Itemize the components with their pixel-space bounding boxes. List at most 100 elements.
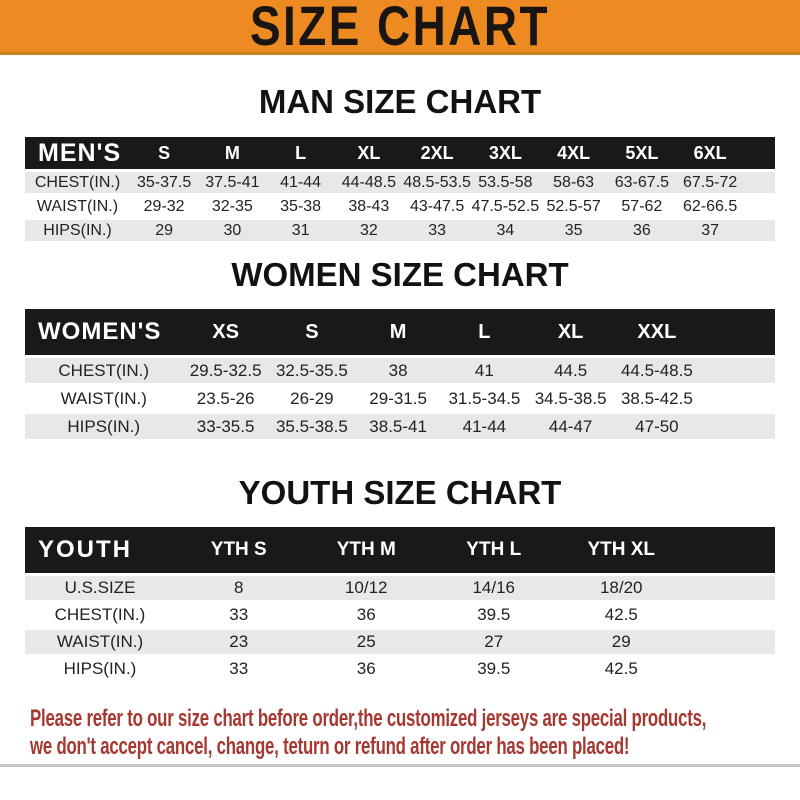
table-row: CHEST(IN.) 35-37.5 37.5-41 41-44 44-48.5 48.5…	[25, 169, 775, 193]
cell-value: 23	[175, 627, 303, 654]
cell-value: 33	[175, 600, 303, 627]
youth-group-label: YOUTH	[25, 527, 175, 573]
table-row: HIPS(IN.) 29 30 31 32 33 34 35 36 37	[25, 217, 775, 241]
cell-value: 32-35	[198, 193, 267, 217]
header-spacer	[700, 309, 775, 355]
cell-value: 36	[302, 654, 430, 681]
column-header: L	[266, 137, 335, 169]
column-header: 5XL	[607, 137, 676, 169]
cell-value: 47-50	[613, 411, 700, 439]
cell-value: 32	[334, 217, 403, 241]
cell-value: 36	[302, 600, 430, 627]
column-header: S	[130, 137, 199, 169]
column-header: YTH S	[175, 527, 303, 573]
men-header-row: MEN'S S M L XL 2XL 3XL 4XL 5XL 6XL	[25, 137, 775, 169]
cell-value: 33	[403, 217, 472, 241]
row-label: WAIST(IN.)	[25, 383, 183, 411]
cell-value: 8	[175, 573, 303, 600]
column-header: L	[441, 309, 528, 355]
column-header: M	[355, 309, 442, 355]
table-row: WAIST(IN.) 29-32 32-35 35-38 38-43 43-47.5 47.…	[25, 193, 775, 217]
table-row: HIPS(IN.) 33 36 39.5 42.5	[25, 654, 775, 681]
cell-value: 53.5-58	[471, 169, 540, 193]
column-header: S	[268, 309, 355, 355]
cell-value: 58-63	[539, 169, 608, 193]
cell-value: 41-44	[266, 169, 335, 193]
cell-value: 44-48.5	[334, 169, 403, 193]
cell-value: 35	[539, 217, 608, 241]
women-header-row: WOMEN'S XS S M L XL XXL	[25, 309, 775, 355]
table-row: HIPS(IN.) 33-35.5 35.5-38.5 38.5-41 41-44 44-…	[25, 411, 775, 439]
women-group-label: WOMEN'S	[25, 309, 183, 355]
page-title: SIZE CHART	[249, 0, 551, 57]
cell-value: 57-62	[607, 193, 676, 217]
row-label: HIPS(IN.)	[25, 411, 183, 439]
youth-size-table: YOUTH YTH S YTH M YTH L YTH XL U.S.SIZE 8 10/12…	[25, 527, 775, 681]
row-label: CHEST(IN.)	[25, 600, 175, 627]
cell-value: 44.5	[527, 355, 614, 383]
row-spacer	[744, 169, 775, 193]
cell-value: 34.5-38.5	[527, 383, 614, 411]
cell-value: 67.5-72	[676, 169, 745, 193]
row-spacer	[685, 654, 775, 681]
row-spacer	[700, 383, 775, 411]
cell-value: 41-44	[441, 411, 528, 439]
cell-value: 34	[471, 217, 540, 241]
row-spacer	[685, 627, 775, 654]
cell-value: 36	[607, 217, 676, 241]
row-spacer	[685, 600, 775, 627]
table-row: WAIST(IN.) 23 25 27 29	[25, 627, 775, 654]
cell-value: 41	[441, 355, 528, 383]
row-spacer	[744, 217, 775, 241]
disclaimer-line-2: we don't accept cancel, change, teturn o…	[30, 733, 630, 760]
cell-value: 18/20	[557, 573, 685, 600]
cell-value: 43-47.5	[403, 193, 472, 217]
cell-value: 29	[130, 217, 199, 241]
column-header: M	[198, 137, 267, 169]
column-header: XS	[182, 309, 269, 355]
row-spacer	[744, 193, 775, 217]
cell-value: 29-32	[130, 193, 199, 217]
row-label: CHEST(IN.)	[25, 355, 183, 383]
table-row: U.S.SIZE 8 10/12 14/16 18/20	[25, 573, 775, 600]
cell-value: 25	[302, 627, 430, 654]
column-header: 6XL	[676, 137, 745, 169]
youth-header-row: YOUTH YTH S YTH M YTH L YTH XL	[25, 527, 775, 573]
cell-value: 31.5-34.5	[441, 383, 528, 411]
column-header: 4XL	[539, 137, 608, 169]
cell-value: 38.5-41	[355, 411, 442, 439]
men-group-label: MEN'S	[25, 137, 130, 169]
table-row: CHEST(IN.) 33 36 39.5 42.5	[25, 600, 775, 627]
bottom-divider	[0, 764, 800, 767]
column-header: XL	[334, 137, 403, 169]
cell-value: 10/12	[302, 573, 430, 600]
row-label: CHEST(IN.)	[25, 169, 130, 193]
women-size-section: WOMEN SIZE CHART WOMEN'S XS S M L XL XXL CHEST(…	[0, 257, 800, 439]
row-label: WAIST(IN.)	[25, 193, 130, 217]
cell-value: 23.5-26	[182, 383, 269, 411]
cell-value: 39.5	[430, 600, 558, 627]
cell-value: 26-29	[268, 383, 355, 411]
youth-section-heading: YOUTH SIZE CHART	[238, 474, 562, 511]
cell-value: 35-38	[266, 193, 335, 217]
column-header: XL	[527, 309, 614, 355]
table-row: CHEST(IN.) 29.5-32.5 32.5-35.5 38 41 44.5 44.5…	[25, 355, 775, 383]
cell-value: 48.5-53.5	[403, 169, 472, 193]
youth-size-section: YOUTH SIZE CHART YOUTH YTH S YTH M YTH L YTH…	[0, 475, 800, 681]
cell-value: 33-35.5	[182, 411, 269, 439]
row-spacer	[685, 573, 775, 600]
cell-value: 37	[676, 217, 745, 241]
disclaimer: Please refer to our size chart before or…	[30, 705, 800, 761]
column-header: YTH XL	[557, 527, 685, 573]
cell-value: 31	[266, 217, 335, 241]
row-label: HIPS(IN.)	[25, 217, 130, 241]
cell-value: 35.5-38.5	[268, 411, 355, 439]
cell-value: 38.5-42.5	[613, 383, 700, 411]
column-header: 2XL	[403, 137, 472, 169]
cell-value: 47.5-52.5	[471, 193, 540, 217]
column-header: XXL	[613, 309, 700, 355]
cell-value: 33	[175, 654, 303, 681]
cell-value: 62-66.5	[676, 193, 745, 217]
cell-value: 38-43	[334, 193, 403, 217]
